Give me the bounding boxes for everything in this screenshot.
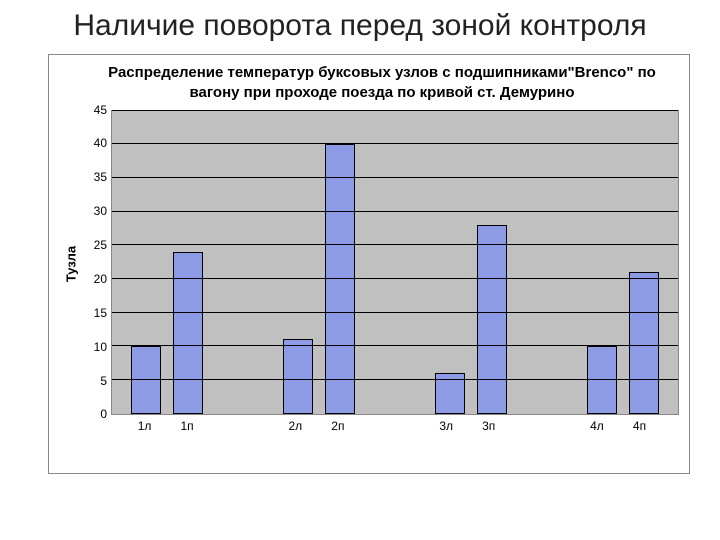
chart-container: Распределение температур буксовых узлов … bbox=[48, 54, 690, 474]
x-tick-label: 1п bbox=[172, 419, 202, 433]
grid-line bbox=[112, 110, 678, 111]
x-tick-label: 3п bbox=[474, 419, 504, 433]
bars-layer bbox=[112, 111, 678, 414]
x-tick-label: 4л bbox=[582, 419, 612, 433]
grid-line bbox=[112, 278, 678, 279]
x-labels: 1л 1п 2л 2п 3л 3п 4л 4п bbox=[111, 419, 673, 433]
grid-line bbox=[112, 143, 678, 144]
bar bbox=[283, 339, 313, 413]
grid-line bbox=[112, 312, 678, 313]
chart-title: Распределение температур буксовых узлов … bbox=[85, 61, 679, 110]
bar bbox=[629, 272, 659, 413]
grid-line bbox=[112, 379, 678, 380]
x-tick-label: 1л bbox=[130, 419, 160, 433]
plot-wrap: 454035302520151050 bbox=[85, 110, 679, 415]
y-axis-label: Тузла bbox=[64, 246, 79, 282]
x-axis: 1л 1п 2л 2п 3л 3п 4л 4п bbox=[85, 415, 679, 433]
slide-title: Наличие поворота перед зоной контроля bbox=[0, 0, 720, 48]
bar bbox=[477, 225, 507, 414]
grid-line bbox=[112, 244, 678, 245]
grid-line bbox=[112, 345, 678, 346]
bar bbox=[173, 252, 203, 414]
grid-line bbox=[112, 177, 678, 178]
grid-line bbox=[112, 211, 678, 212]
x-tick-label: 3л bbox=[431, 419, 461, 433]
x-tick-label: 4п bbox=[625, 419, 655, 433]
y-axis: 454035302520151050 bbox=[85, 110, 111, 415]
x-tick-label: 2п bbox=[323, 419, 353, 433]
x-tick-label: 2л bbox=[280, 419, 310, 433]
plot-area bbox=[111, 110, 679, 415]
